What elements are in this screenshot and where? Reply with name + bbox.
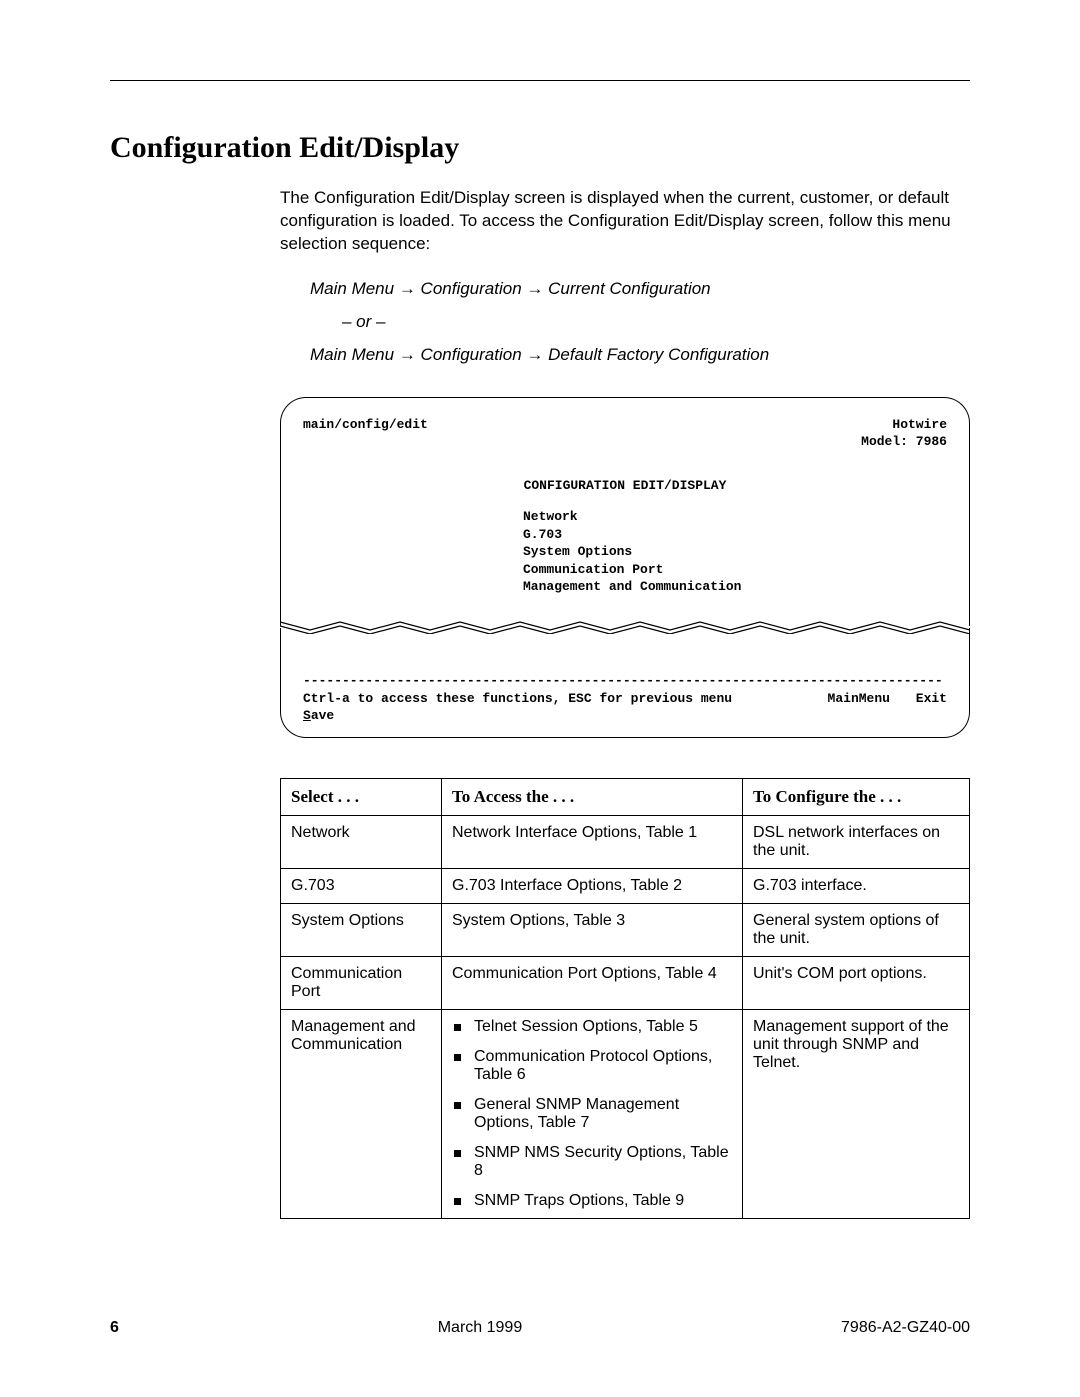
intro-text: The Configuration Edit/Display screen is… xyxy=(280,187,970,256)
terminal-menu-item: G.703 xyxy=(523,526,947,544)
list-item: Telnet Session Options, Table 5 xyxy=(470,1018,732,1036)
terminal-brand: Hotwire xyxy=(892,417,947,432)
footer-doc-id: 7986-A2-GZ40-00 xyxy=(841,1319,970,1337)
terminal-action-exit: Exit xyxy=(916,691,947,706)
cell-access: Network Interface Options, Table 1 xyxy=(442,815,743,868)
terminal-model-value: 7986 xyxy=(916,434,947,449)
cell-select: Network xyxy=(281,815,442,868)
terminal-menu-item: System Options xyxy=(523,543,947,561)
terminal-menu-item: Network xyxy=(523,508,947,526)
cell-access: Communication Port Options, Table 4 xyxy=(442,956,743,1009)
terminal-separator: ----------------------------------------… xyxy=(303,672,947,690)
table-row: Management and Communication Telnet Sess… xyxy=(281,1009,970,1218)
options-table: Select . . . To Access the . . . To Conf… xyxy=(280,778,970,1219)
cell-select: G.703 xyxy=(281,868,442,903)
cell-select: Communication Port xyxy=(281,956,442,1009)
menu-path-1: Main Menu → Configuration → Current Conf… xyxy=(310,278,970,301)
page-heading: Configuration Edit/Display xyxy=(110,131,970,165)
terminal-menu-item: Management and Communication xyxy=(523,578,947,596)
cell-configure: Unit's COM port options. xyxy=(743,956,970,1009)
terminal-tear xyxy=(280,620,970,634)
table-header-select: Select . . . xyxy=(281,778,442,815)
page-number: 6 xyxy=(110,1319,119,1337)
cell-access: Telnet Session Options, Table 5 Communic… xyxy=(442,1009,743,1218)
cell-configure: General system options of the unit. xyxy=(743,903,970,956)
cell-access: G.703 Interface Options, Table 2 xyxy=(442,868,743,903)
list-item: Communication Protocol Options, Table 6 xyxy=(470,1048,732,1084)
list-item: SNMP NMS Security Options, Table 8 xyxy=(470,1144,732,1180)
terminal-action-mainmenu: MainMenu xyxy=(828,691,890,706)
table-row: Network Network Interface Options, Table… xyxy=(281,815,970,868)
terminal-screenshot: main/config/edit Hotwire Model: 7986 CON… xyxy=(280,397,970,738)
or-text: – or – xyxy=(342,311,970,334)
page-footer: 6 March 1999 7986-A2-GZ40-00 xyxy=(110,1319,970,1337)
list-item: SNMP Traps Options, Table 9 xyxy=(470,1192,732,1210)
cell-configure: DSL network interfaces on the unit. xyxy=(743,815,970,868)
table-header-configure: To Configure the . . . xyxy=(743,778,970,815)
terminal-path: main/config/edit xyxy=(303,416,428,451)
table-row: G.703 G.703 Interface Options, Table 2 G… xyxy=(281,868,970,903)
terminal-title: CONFIGURATION EDIT/DISPLAY xyxy=(303,477,947,495)
terminal-footer-msg: Ctrl-a to access these functions, ESC fo… xyxy=(303,690,732,708)
footer-date: March 1999 xyxy=(438,1319,523,1337)
cell-select: Management and Communication xyxy=(281,1009,442,1218)
table-row: System Options System Options, Table 3 G… xyxy=(281,903,970,956)
cell-select: System Options xyxy=(281,903,442,956)
list-item: General SNMP Management Options, Table 7 xyxy=(470,1096,732,1132)
menu-path-2: Main Menu → Configuration → Default Fact… xyxy=(310,344,970,367)
table-row: Communication Port Communication Port Op… xyxy=(281,956,970,1009)
top-rule xyxy=(110,80,970,81)
table-header-access: To Access the . . . xyxy=(442,778,743,815)
terminal-model-label: Model: xyxy=(861,434,908,449)
terminal-menu-item: Communication Port xyxy=(523,561,947,579)
terminal-action-save: Save xyxy=(303,707,947,725)
cell-configure: Management support of the unit through S… xyxy=(743,1009,970,1218)
cell-access: System Options, Table 3 xyxy=(442,903,743,956)
cell-configure: G.703 interface. xyxy=(743,868,970,903)
